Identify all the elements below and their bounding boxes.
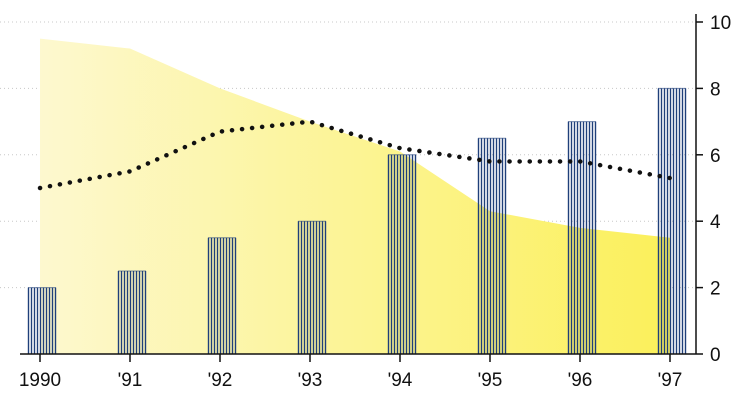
x-tick-label: '91 xyxy=(118,370,143,391)
y-tick-label: 2 xyxy=(710,279,721,300)
y-tick-label: 4 xyxy=(710,212,721,233)
y-tick-label: 8 xyxy=(710,79,721,100)
x-tick-label: 1990 xyxy=(19,370,61,391)
y-tick-label: 10 xyxy=(710,13,731,34)
x-tick-label: '94 xyxy=(388,370,413,391)
x-tick-label: '95 xyxy=(478,370,503,391)
x-tick-label: '93 xyxy=(298,370,323,391)
x-tick-label: '96 xyxy=(568,370,593,391)
y-tick-label: 6 xyxy=(710,146,721,167)
x-tick-label: '97 xyxy=(658,370,683,391)
y-tick-label: 0 xyxy=(710,345,721,366)
x-tick-label: '92 xyxy=(208,370,233,391)
